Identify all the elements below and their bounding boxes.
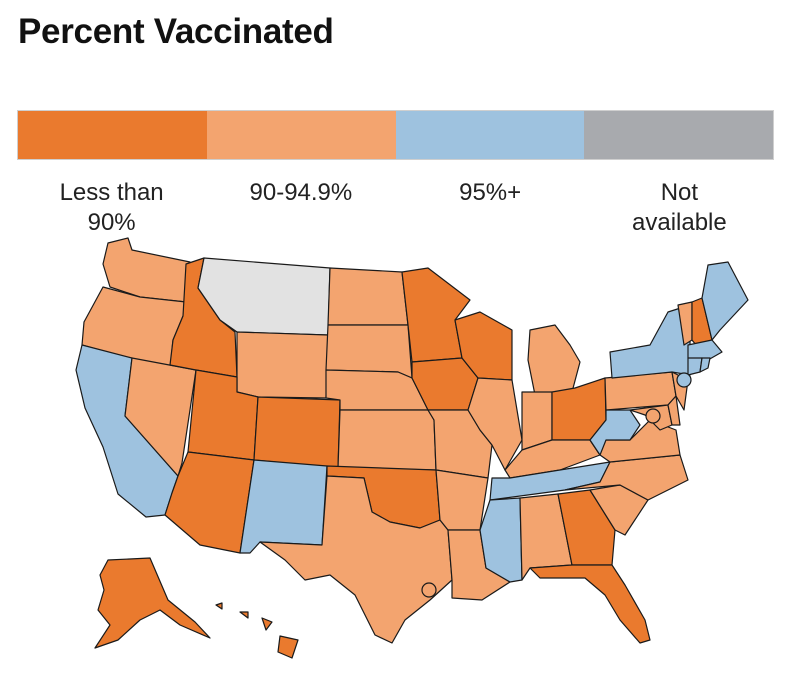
legend-swatch-high [395, 111, 585, 159]
legend-label-na: Not available [632, 179, 727, 236]
legend-label-high: 95%+ [459, 179, 522, 206]
legend-color-bar [17, 110, 774, 160]
state-mi[interactable] [527, 324, 581, 396]
state-wv[interactable] [589, 409, 641, 456]
state-tx[interactable] [259, 475, 453, 644]
state-nc[interactable] [564, 454, 689, 501]
state-co[interactable] [253, 396, 341, 469]
legend-label-mid: 90-94.9% [249, 179, 353, 206]
state-fl[interactable] [529, 564, 651, 644]
city-marker-dc [645, 408, 661, 424]
state-wy[interactable] [236, 331, 329, 399]
state-ks[interactable] [337, 409, 437, 471]
state-il[interactable] [467, 377, 523, 471]
legend-label-low: Less than 90% [59, 179, 164, 236]
legend-labels: Less than 90% 90-94.9% 95%+ Not availabl… [17, 178, 774, 238]
legend-swatch-na [584, 111, 773, 159]
state-ar[interactable] [435, 469, 489, 531]
state-ma[interactable] [687, 339, 723, 361]
page-title: Percent Vaccinated [18, 12, 334, 51]
city-marker-houston [421, 582, 437, 598]
state-ny[interactable] [609, 304, 691, 379]
state-nm[interactable] [239, 459, 328, 554]
state-hi[interactable] [215, 602, 299, 659]
state-ak[interactable] [94, 557, 211, 649]
state-de[interactable] [667, 395, 681, 426]
state-nd[interactable] [327, 267, 409, 326]
state-ga[interactable] [557, 489, 616, 566]
legend-swatch-low [18, 111, 207, 159]
state-ri[interactable] [699, 357, 711, 373]
city-marker-nyc [676, 372, 692, 388]
legend-swatch-mid [206, 111, 396, 159]
state-me[interactable] [701, 261, 749, 341]
